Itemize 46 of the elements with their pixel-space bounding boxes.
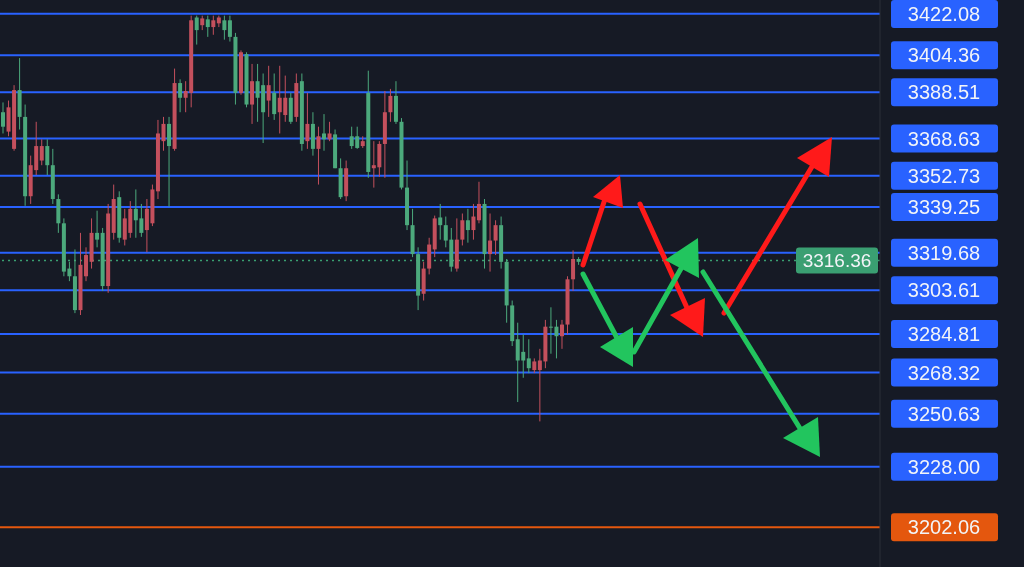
candlestick [45, 138, 50, 176]
y-tick-label: 3388.51 [907, 81, 981, 104]
y-tick-label: 3228.00 [907, 455, 981, 478]
candlestick [571, 249, 576, 292]
candlestick [250, 63, 255, 125]
y-tick-label: 3319.68 [907, 241, 981, 264]
candlestick [205, 15, 210, 38]
candlestick [266, 65, 271, 118]
candlestick [227, 15, 232, 43]
candlestick [194, 15, 199, 46]
candlestick [471, 203, 476, 241]
candlestick [178, 78, 183, 113]
candlestick [493, 219, 498, 256]
candlestick [211, 15, 216, 36]
candlestick [1, 101, 5, 134]
y-tick-label: 3303.61 [907, 279, 981, 302]
candlestick [167, 116, 172, 208]
candlestick [316, 126, 321, 186]
y-tick-label: 3339.25 [907, 196, 981, 219]
candlestick [161, 116, 166, 152]
candlestick [272, 73, 277, 121]
ref-line-label: 3316.36 [802, 250, 872, 272]
candlestick [305, 92, 310, 150]
y-tick-label: 3268.32 [907, 361, 981, 384]
y-tick-label: 3250.63 [907, 402, 981, 425]
candlestick [388, 88, 393, 123]
candlestick [222, 15, 227, 41]
candlestick [537, 348, 542, 422]
y-tick-label: 3202.06 [907, 516, 981, 539]
candlestick [559, 319, 564, 350]
y-tick-label: 3422.08 [907, 3, 981, 25]
candlestick [327, 121, 332, 142]
candlestick [95, 210, 100, 248]
y-tick-label: 3284.81 [907, 323, 981, 346]
y-tick-label: 3352.73 [907, 164, 981, 187]
candlestick [322, 113, 327, 152]
candlestick [39, 138, 44, 166]
y-tick-label: 3368.63 [907, 127, 981, 150]
candlestick [526, 338, 531, 374]
candlestick [476, 181, 481, 224]
candlestick [465, 208, 470, 244]
y-tick-label: 3404.36 [907, 44, 981, 67]
candlestick [488, 213, 493, 273]
candlestick [460, 213, 465, 246]
candlestick [438, 203, 443, 241]
candlestick [84, 246, 89, 282]
